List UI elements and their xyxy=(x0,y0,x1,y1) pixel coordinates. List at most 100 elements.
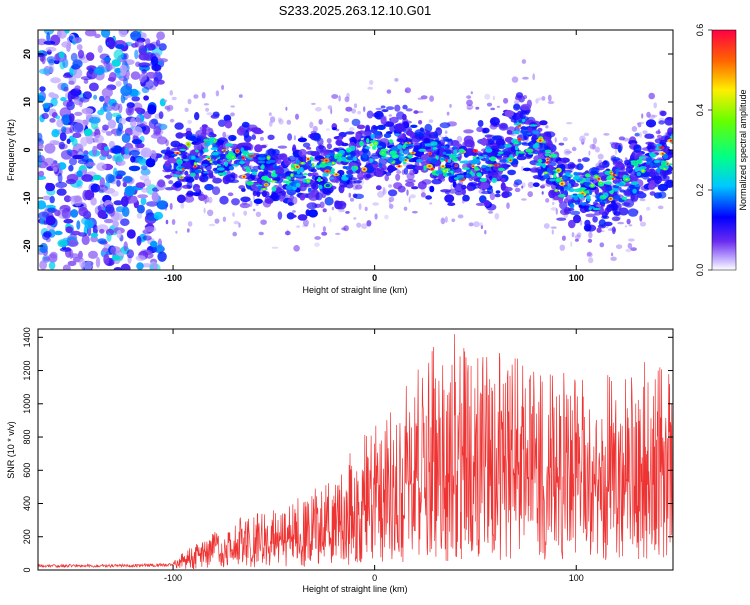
heat-cell xyxy=(375,107,383,111)
heat-cell xyxy=(187,119,193,124)
heat-cell xyxy=(186,228,190,233)
heat-cell xyxy=(353,103,358,109)
heat-cell xyxy=(113,153,125,163)
heat-cell xyxy=(69,253,80,259)
heat-cell xyxy=(409,169,415,176)
heat-cell xyxy=(230,105,235,108)
heat-cell xyxy=(120,218,130,226)
heat-cell xyxy=(177,161,182,167)
heat-cell xyxy=(328,216,332,223)
heat-cell xyxy=(627,208,639,217)
heat-cell xyxy=(57,239,68,248)
heat-cell xyxy=(54,209,61,217)
heat-cell xyxy=(381,156,388,159)
heat-cell xyxy=(428,119,434,123)
heat-cell xyxy=(345,131,355,135)
heat-cell xyxy=(388,184,392,188)
heat-cell xyxy=(601,215,610,220)
heat-cell xyxy=(394,133,400,136)
heat-cell xyxy=(642,130,648,135)
heat-cell xyxy=(126,249,134,259)
heat-cell xyxy=(164,207,167,211)
heat-cell xyxy=(171,96,177,101)
heat-cell xyxy=(388,203,394,209)
heat-cell xyxy=(380,152,388,156)
heat-cell xyxy=(591,184,594,187)
heat-cell xyxy=(585,178,590,182)
heat-cell xyxy=(443,164,452,169)
heat-cell xyxy=(73,68,83,79)
heat-cell xyxy=(181,161,192,169)
heat-cell xyxy=(202,163,209,166)
heat-cell xyxy=(546,167,551,173)
heat-cell xyxy=(380,148,389,152)
heat-cell xyxy=(207,209,214,217)
heat-cell xyxy=(592,143,595,151)
heat-cell xyxy=(302,219,309,227)
heat-cell xyxy=(168,180,174,185)
heat-cell xyxy=(409,194,416,199)
heat-cell xyxy=(317,176,321,183)
heat-cell xyxy=(131,43,138,48)
heat-cell xyxy=(605,187,613,192)
heat-cell xyxy=(653,159,661,164)
heat-cell xyxy=(660,146,663,149)
heat-cell xyxy=(48,58,55,66)
heat-cell xyxy=(195,149,199,153)
heat-cell xyxy=(175,132,184,139)
heat-cell xyxy=(119,64,128,74)
heat-cell xyxy=(592,201,598,206)
heat-cell xyxy=(519,116,530,121)
heat-cell xyxy=(292,210,296,213)
heat-cell xyxy=(58,141,65,150)
heat-cell xyxy=(45,46,57,52)
heat-cell xyxy=(209,136,215,143)
heat-cell xyxy=(252,165,261,170)
heat-cell xyxy=(576,163,584,171)
heat-cell xyxy=(187,133,197,142)
heat-cell xyxy=(418,120,423,125)
heat-cell xyxy=(211,151,219,156)
heat-cell xyxy=(365,165,375,174)
heat-cell xyxy=(402,144,406,149)
heat-cell xyxy=(359,140,364,147)
heat-cell xyxy=(657,205,664,210)
heat-cell xyxy=(243,153,247,157)
heat-cell xyxy=(570,241,573,247)
heat-cell xyxy=(286,212,295,220)
heat-cell xyxy=(38,68,51,75)
heat-cell xyxy=(457,214,464,219)
heat-cell xyxy=(115,80,122,87)
heat-cell xyxy=(105,204,115,214)
heat-cell xyxy=(441,165,445,168)
heat-cell xyxy=(237,161,240,165)
heat-cell xyxy=(565,150,572,154)
heat-cell xyxy=(628,238,635,242)
heat-cell xyxy=(560,157,570,163)
heat-cell xyxy=(521,59,527,64)
heat-cell xyxy=(55,181,68,188)
heat-cell xyxy=(105,173,115,184)
heat-cell xyxy=(297,214,308,221)
heat-cell xyxy=(60,150,73,160)
heat-cell xyxy=(239,161,246,165)
heat-cell xyxy=(140,197,147,206)
heat-cell xyxy=(240,142,251,146)
heat-cell xyxy=(181,168,185,171)
snr-series-line xyxy=(38,334,673,570)
heat-cell xyxy=(124,147,130,156)
heat-cell xyxy=(63,86,69,92)
heat-cell xyxy=(624,175,630,178)
heat-cell xyxy=(344,96,350,103)
heat-cell xyxy=(525,148,534,153)
heat-cell xyxy=(123,175,133,183)
heat-cell xyxy=(364,206,368,212)
heat-cell xyxy=(501,191,510,199)
heat-cell xyxy=(501,162,508,169)
heat-cell xyxy=(170,140,181,148)
heat-cell xyxy=(72,37,82,44)
heat-cell xyxy=(495,138,505,147)
heat-cell xyxy=(345,156,354,161)
heat-cell xyxy=(596,227,602,233)
heat-cell xyxy=(499,144,505,150)
